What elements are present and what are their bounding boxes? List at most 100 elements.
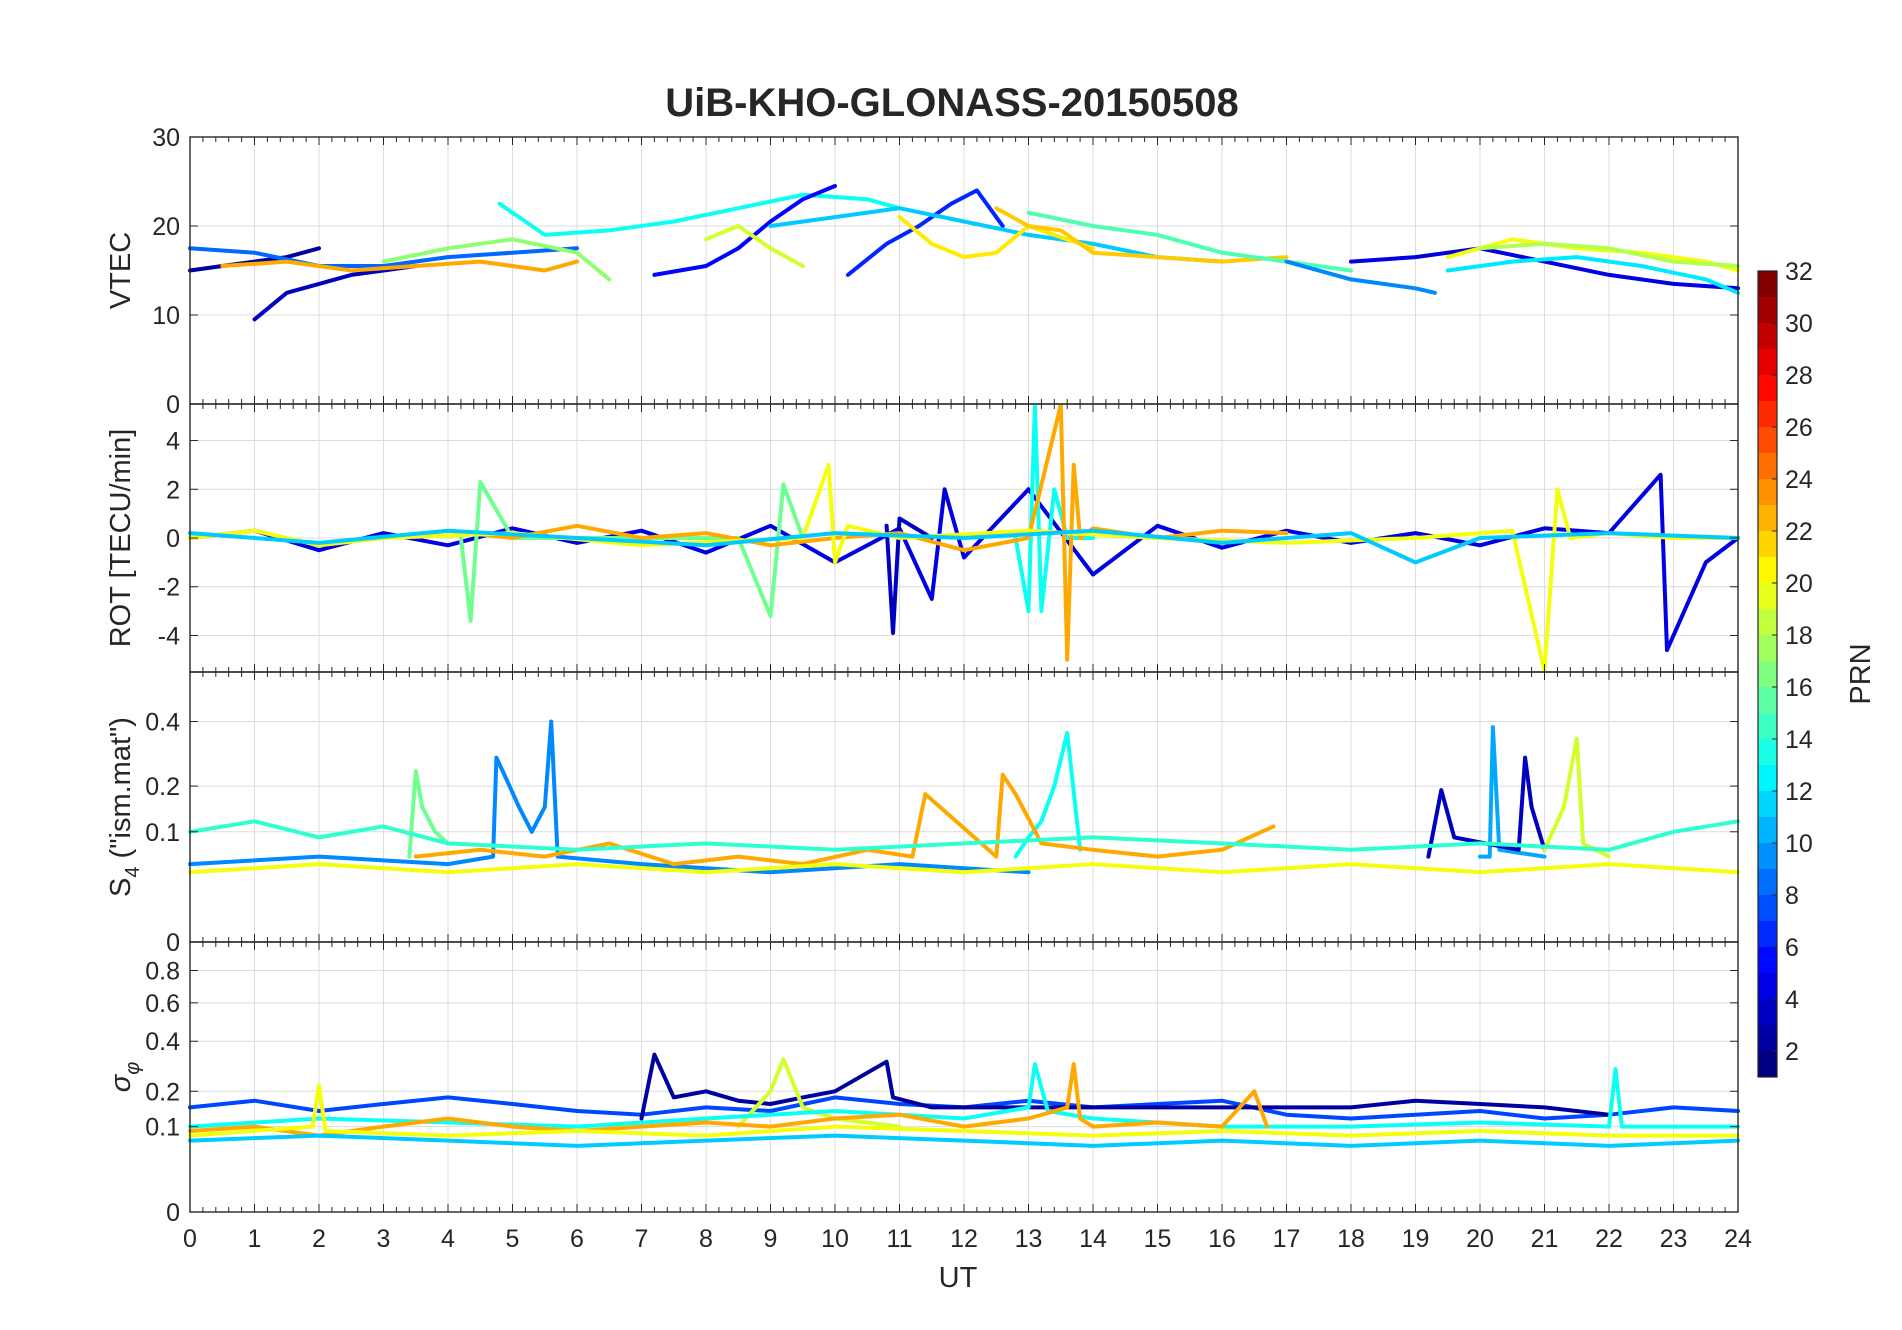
x-tick-label: 4	[441, 1225, 455, 1253]
series-line-prn-13	[1013, 403, 1095, 614]
gridlines	[189, 136, 1739, 405]
colorbar-tick-label: 20	[1785, 570, 1813, 598]
x-tick-label: 6	[570, 1225, 584, 1253]
y-tick-label: 0.4	[145, 1028, 180, 1056]
series-line-prn-23	[188, 1062, 1270, 1138]
y-axis-label-rest: ("ism.mat")	[105, 717, 137, 866]
series-group	[188, 403, 1740, 673]
panel-1: 0 10 20 30 VTEC	[105, 124, 1740, 419]
y-axis-label-sub: φ	[122, 1062, 144, 1075]
chart-title: UiB-KHO-GLONASS-20150508	[665, 81, 1239, 125]
x-tick-label: 5	[506, 1225, 520, 1253]
x-tick-marks	[189, 672, 1739, 942]
x-tick-label: 0	[183, 1225, 197, 1253]
series-line-prn-19	[704, 224, 805, 268]
x-axis-label: UT	[939, 1262, 978, 1294]
series-line-prn-16	[407, 769, 450, 859]
series-line-prn-20	[188, 862, 1740, 875]
colorbar-tick-label: 24	[1785, 466, 1813, 494]
x-tick-label: 14	[1079, 1225, 1107, 1253]
colorbar-tick-label: 10	[1785, 830, 1813, 858]
x-tick-label: 11	[887, 1225, 913, 1253]
y-tick-label: 0.8	[145, 958, 180, 986]
y-tick-label: 0.2	[145, 773, 180, 801]
y-axis-label: ROT [TECU/min]	[105, 429, 137, 648]
y-tick-label: 10	[152, 302, 180, 330]
series-group	[188, 184, 1740, 322]
colorbar-tick-label: 8	[1785, 882, 1799, 910]
y-axis-label: S4 ("ism.mat")	[105, 717, 144, 897]
y-axis-label: VTEC	[105, 232, 137, 309]
series-line-prn-18	[1478, 241, 1740, 268]
y-tick-label: 0.2	[145, 1078, 180, 1106]
y-axis-label-sub: 4	[122, 867, 144, 878]
x-tick-label: 15	[1144, 1225, 1172, 1253]
series-line-prn-13	[497, 192, 902, 237]
y-tick-label: 0	[166, 391, 180, 419]
series-line-prn-23	[220, 259, 579, 273]
series-line-prn-20	[188, 1083, 1740, 1138]
series-line-prn-8	[188, 246, 579, 268]
panel-3: 00.10.20.4S4 ("ism.mat")	[105, 671, 1740, 957]
x-tick-label: 13	[1015, 1225, 1043, 1253]
x-tick-marks	[189, 942, 1739, 1212]
series-line-prn-3	[252, 264, 418, 322]
series-line-prn-20	[188, 462, 1740, 673]
x-tick-label: 22	[1595, 1225, 1623, 1253]
x-tick-label: 19	[1402, 1225, 1430, 1253]
x-tick-label: 16	[1208, 1225, 1236, 1253]
colorbar-tick-label: 22	[1785, 518, 1813, 546]
x-tick-marks	[189, 404, 1739, 672]
panel-4: 0 0.1 0.2 0.4 0.6 0.8 σφ	[105, 941, 1740, 1227]
y-tick-label: 0.1	[145, 1114, 180, 1142]
series-line-prn-3	[1426, 755, 1547, 859]
series-line-prn-21	[897, 215, 1095, 260]
series-line-prn-4	[1349, 246, 1740, 291]
series-line-prn-23	[413, 772, 1276, 867]
x-tick-marks	[189, 137, 1739, 404]
colorbar-label: PRN	[1845, 643, 1877, 704]
series-group	[188, 719, 1740, 875]
series-line-prn-14	[188, 819, 1740, 852]
series-line-prn-12	[1445, 255, 1740, 295]
x-tick-label: 18	[1337, 1225, 1365, 1253]
panel-2: -4 -2 0 2 4 ROT [TECU/min]	[105, 403, 1740, 673]
gridlines	[189, 942, 1739, 1213]
colorbar-tick-label: 4	[1785, 986, 1799, 1014]
x-tick-label: 3	[377, 1225, 391, 1253]
x-tick-label: 9	[764, 1225, 778, 1253]
colorbar-scale	[1757, 270, 1778, 1078]
y-tick-label: 20	[152, 213, 180, 241]
x-tick-label: 12	[950, 1225, 978, 1253]
y-tick-label: -4	[158, 622, 180, 650]
series-line-prn-11	[188, 1133, 1740, 1148]
y-tick-label: 0.1	[145, 819, 180, 847]
x-tick-label: 8	[699, 1225, 713, 1253]
series-line-prn-22	[994, 206, 1289, 264]
x-tick-label: 7	[635, 1225, 649, 1253]
y-tick-label: 2	[166, 476, 180, 504]
colorbar-tick-label: 28	[1785, 362, 1813, 390]
y-tick-label: 0.6	[145, 990, 180, 1018]
y-tick-label: 0.4	[145, 709, 180, 737]
colorbar-tick-label: 12	[1785, 778, 1813, 806]
y-tick-label: 4	[166, 428, 180, 456]
colorbar-tick-label: 2	[1785, 1038, 1799, 1066]
x-tick-label: 2	[312, 1225, 326, 1253]
series-line-prn-19	[1542, 736, 1611, 859]
series-line-prn-11	[188, 528, 1740, 565]
colorbar-tick-label: 14	[1785, 726, 1813, 754]
y-tick-label: -2	[158, 574, 180, 602]
colorbar-tick-label: 30	[1785, 310, 1813, 338]
colorbar-tick-label: 16	[1785, 674, 1813, 702]
colorbar-tick-label: 26	[1785, 414, 1813, 442]
series-line-prn-2	[639, 1052, 1611, 1121]
series-line-prn-16	[458, 480, 805, 623]
colorbar-tick-label: 6	[1785, 934, 1799, 962]
y-axis-label-main: S	[105, 878, 137, 897]
series-line-prn-3	[884, 516, 934, 635]
series-line-prn-17	[381, 237, 612, 282]
y-tick-label: 0	[166, 1199, 180, 1227]
series-group	[188, 1052, 1740, 1148]
